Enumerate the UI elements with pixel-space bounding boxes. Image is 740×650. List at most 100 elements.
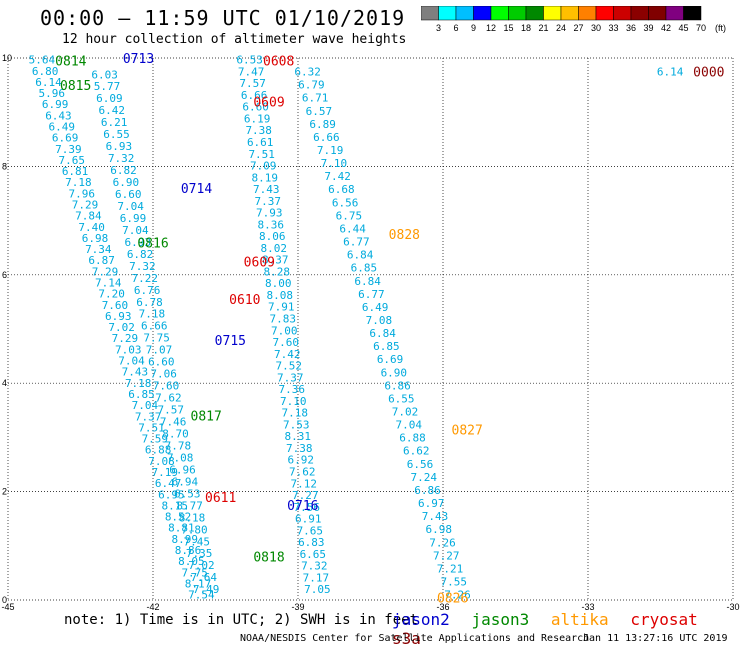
wave-height-value: 6.86 xyxy=(384,379,411,392)
wave-height-value: 8.52 xyxy=(165,511,192,524)
wave-height-value: 7.46 xyxy=(160,416,187,429)
wave-height-value: 6.84 xyxy=(347,249,374,262)
wave-height-value: 7.64 xyxy=(191,571,218,584)
wave-height-value: 7.55 xyxy=(441,576,468,589)
wave-height-value: 7.52 xyxy=(276,360,303,373)
wave-height-value: 6.80 xyxy=(32,65,59,78)
pass-time-label: 0817 xyxy=(191,410,222,425)
wave-height-value: 6.97 xyxy=(418,497,445,510)
pass-time-label: 0609 xyxy=(253,95,284,110)
legend-cryosat: cryosat xyxy=(630,610,698,629)
wave-height-value: 8.31 xyxy=(285,430,312,443)
wave-height-value: 7.38 xyxy=(245,124,272,137)
color-scale-label: 18 xyxy=(521,23,531,33)
wave-height-value: 7.75 xyxy=(181,566,208,579)
wave-height-value: 6.93 xyxy=(124,236,151,249)
wave-height-value: 7.18 xyxy=(282,407,309,420)
wave-height-value: 7.26 xyxy=(429,536,456,549)
wave-height-value: 7.20 xyxy=(98,288,125,301)
wave-height-value: 7.18 xyxy=(65,176,92,189)
wave-height-value: 6.66 xyxy=(141,320,168,333)
wave-height-value: 7.14 xyxy=(95,277,122,290)
color-scale-label: 36 xyxy=(626,23,636,33)
wave-height-value: 6.86 xyxy=(414,484,441,497)
wave-height-value: 7.51 xyxy=(248,148,275,161)
footer-timestamp: Jan 11 13:27:16 UTC 2019 xyxy=(583,633,728,644)
footer-credit: NOAA/NESDIS Center for Satellite Applica… xyxy=(240,633,590,644)
x-tick-label: -33 xyxy=(581,602,594,612)
wave-height-value: 6.83 xyxy=(298,536,325,549)
color-scale-label: 6 xyxy=(453,23,458,33)
color-scale-label: 33 xyxy=(608,23,618,33)
wave-height-value: 8.70 xyxy=(162,427,189,440)
wave-height-value: 6.43 xyxy=(45,109,72,122)
wave-height-value: 6.78 xyxy=(136,296,163,309)
wave-height-value: 6.98 xyxy=(82,232,109,245)
wave-height-value: 7.24 xyxy=(411,471,438,484)
pass-time-label: 0818 xyxy=(253,551,284,566)
wave-height-value: 8.36 xyxy=(257,218,284,231)
x-tick-label: -39 xyxy=(291,602,304,612)
wave-height-value: 6.88 xyxy=(145,444,172,457)
wave-height-value: 7.07 xyxy=(146,344,173,357)
wave-height-value: 6.68 xyxy=(328,183,355,196)
wave-height-value: 6.79 xyxy=(298,79,325,92)
color-scale-label: (ft) xyxy=(715,23,726,33)
pass-time-label: 0609 xyxy=(244,255,275,270)
color-scale-legend: 3 6 9 12 15 18 21 24 27 30 33 36 39 42 45 70 (ft) xyxy=(421,6,726,33)
wave-height-value: 7.54 xyxy=(188,589,215,602)
wave-height-value: 7.60 xyxy=(153,380,180,393)
wave-height-value: 6.77 xyxy=(358,288,385,301)
chart-title: 00:00 – 11:59 UTC 01/10/2019 xyxy=(40,6,406,30)
wave-height-value: 6.90 xyxy=(113,176,140,189)
color-scale-label: 39 xyxy=(643,23,653,33)
color-scale-label: 30 xyxy=(591,23,601,33)
wave-height-value: 7.65 xyxy=(58,154,85,167)
wave-height-value: 7.43 xyxy=(122,366,149,379)
wave-height-value: 6.87 xyxy=(88,254,115,267)
wave-height-value: 6.03 xyxy=(91,68,118,81)
wave-height-value: 7.59 xyxy=(142,433,169,446)
wave-height-value: 7.18 xyxy=(125,377,152,390)
wave-height-value: 6.21 xyxy=(101,116,128,129)
wave-height-value: 6.60 xyxy=(148,356,175,369)
x-tick-label: -30 xyxy=(726,602,739,612)
wave-height-value: 7.75 xyxy=(143,332,170,345)
pass-time-label: 0608 xyxy=(263,55,294,70)
wave-height-value: 6.90 xyxy=(381,366,408,379)
wave-height-value: 6.98 xyxy=(426,523,453,536)
wave-height-value: 7.10 xyxy=(280,395,307,408)
wave-height-value: 6.89 xyxy=(309,118,336,131)
color-scale-label: 15 xyxy=(503,23,513,33)
wave-height-value: 8.08 xyxy=(266,289,293,302)
wave-height-value: 8.86 xyxy=(175,544,202,557)
wave-height-value: 6.91 xyxy=(295,513,322,526)
wave-height-value: 6.96 xyxy=(169,463,196,476)
wave-height-value: 7.08 xyxy=(148,455,175,468)
wave-height-value: 7.43 xyxy=(253,183,280,196)
pass-time-label: 0611 xyxy=(205,491,236,506)
footer-note: note: 1) Time is in UTC; 2) SWH is in fe… xyxy=(64,612,419,628)
wave-height-value: 5.64 xyxy=(29,54,56,67)
x-tick-label: -45 xyxy=(1,602,14,612)
wave-height-value: 6.99 xyxy=(42,98,69,111)
pass-time-label: 0827 xyxy=(452,423,483,438)
wave-height-value: 6.92 xyxy=(288,454,315,467)
wave-height-value: 7.53 xyxy=(283,418,310,431)
wave-height-value: 7.34 xyxy=(85,243,112,256)
wave-height-value: 7.19 xyxy=(317,144,344,157)
wave-height-value: 7.43 xyxy=(422,510,449,523)
wave-height-value: 7.84 xyxy=(75,210,102,223)
wave-height-value: 7.08 xyxy=(167,451,194,464)
wave-height-value: 6.81 xyxy=(62,165,89,178)
wave-height-value: 7.47 xyxy=(238,65,265,78)
wave-height-value: 7.05 xyxy=(304,583,331,596)
wave-height-value: 7.45 xyxy=(183,535,210,548)
wave-height-value: 8.99 xyxy=(171,533,198,546)
wave-height-value: 5.96 xyxy=(39,87,66,100)
wave-height-value: 7.04 xyxy=(117,200,144,213)
wave-height-value: 6.14 xyxy=(657,66,684,79)
wave-height-value: 7.02 xyxy=(108,321,135,334)
color-scale-label: 27 xyxy=(573,23,583,33)
